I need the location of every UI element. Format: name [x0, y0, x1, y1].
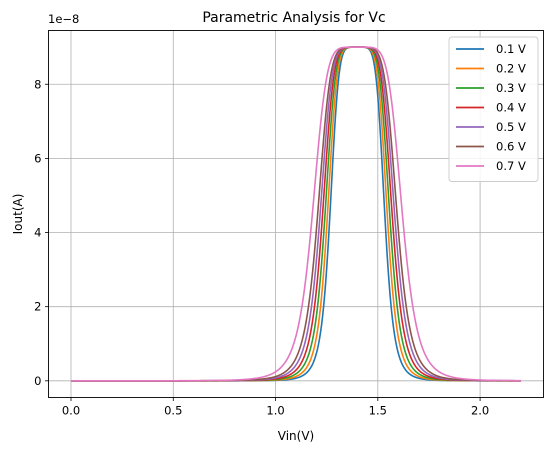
legend-label: 0.4 V: [496, 101, 526, 115]
y-axis-label: Iout(A): [11, 194, 25, 235]
legend-label: 0.7 V: [496, 159, 526, 173]
legend-box: [448, 36, 539, 182]
y-tick-label: 6: [34, 151, 41, 165]
legend-label: 0.1 V: [496, 42, 526, 56]
y-tick-label: 2: [34, 300, 41, 314]
legend-label: 0.5 V: [496, 120, 526, 134]
x-axis-label: Vin(V): [278, 429, 314, 443]
plot-frame: [48, 30, 544, 398]
x-tick-label: 0.5: [164, 404, 182, 418]
x-tick-label: 1.5: [369, 404, 387, 418]
axis-ticks: 0.0 0.5 1.0 1.5 2.0 0 2 4 6 8: [34, 77, 489, 417]
x-tick-label: 2.0: [471, 404, 489, 418]
y-tick-label: 0: [34, 374, 41, 388]
series-line: [71, 46, 521, 382]
legend-label: 0.3 V: [496, 81, 526, 95]
x-tick-label: 0.0: [62, 404, 80, 418]
legend-label: 0.6 V: [496, 140, 526, 154]
chart-title: Parametric Analysis for Vc: [202, 10, 385, 26]
legend: 0.1 V 0.2 V 0.3 V 0.4 V 0.5 V 0.6 V 0.7 V: [448, 36, 539, 182]
legend-label: 0.2 V: [496, 62, 526, 76]
series-lines: [71, 46, 521, 382]
y-tick-label: 4: [34, 226, 41, 240]
x-tick-label: 1.0: [266, 404, 284, 418]
offset-text: 1e−8: [48, 12, 79, 26]
y-tick-label: 8: [34, 77, 41, 91]
